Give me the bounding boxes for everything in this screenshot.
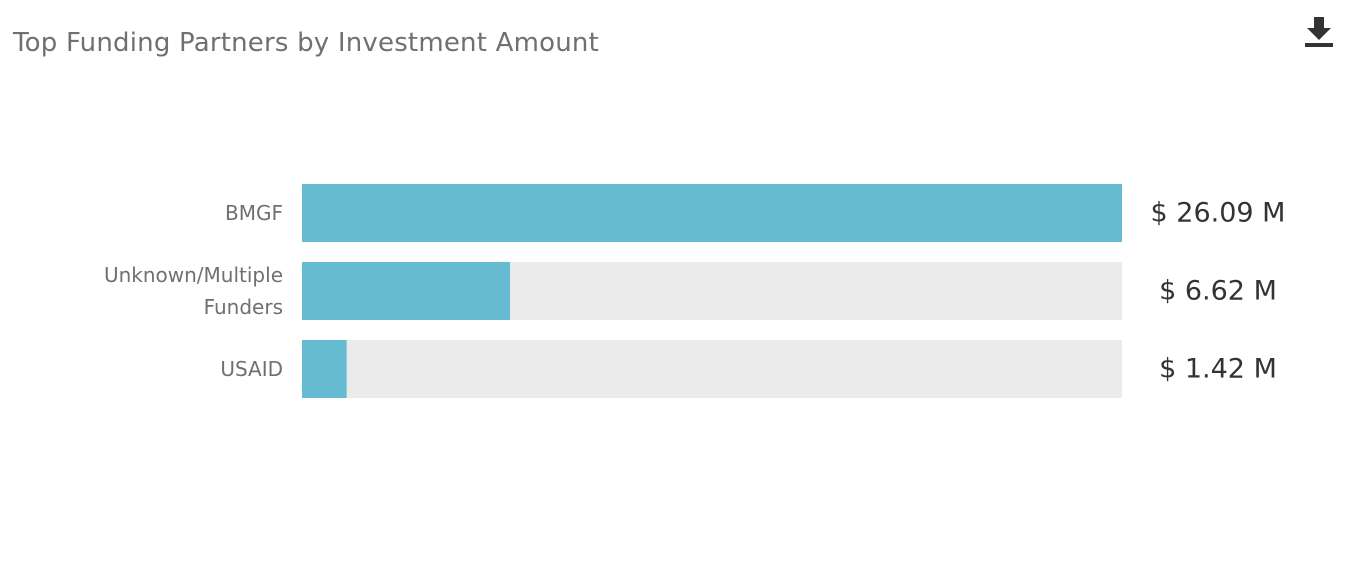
value-label: $ 1.42 M xyxy=(1159,354,1277,385)
category-label-line: Funders xyxy=(204,295,283,319)
bar-track xyxy=(302,340,1122,398)
download-icon xyxy=(1305,17,1333,47)
bar[interactable] xyxy=(302,262,511,320)
download-arrow xyxy=(1307,17,1331,40)
bar-row: USAID $ 1.42 M xyxy=(220,340,1277,398)
download-button[interactable] xyxy=(1302,14,1336,50)
bar[interactable] xyxy=(302,340,347,398)
bar-row: Unknown/Multiple Funders $ 6.62 M xyxy=(104,262,1277,320)
category-label-line: USAID xyxy=(220,357,283,381)
category-label: USAID xyxy=(220,357,283,381)
category-label-line: Unknown/Multiple xyxy=(104,263,283,287)
bar[interactable] xyxy=(302,184,1122,242)
value-label: $ 6.62 M xyxy=(1159,276,1277,307)
value-label: $ 26.09 M xyxy=(1151,198,1286,229)
download-baseline xyxy=(1305,43,1333,47)
category-label: BMGF xyxy=(225,201,283,225)
category-label: Unknown/Multiple Funders xyxy=(104,263,283,319)
chart-title: Top Funding Partners by Investment Amoun… xyxy=(13,28,599,58)
category-label-line: BMGF xyxy=(225,201,283,225)
bar-row: BMGF $ 26.09 M xyxy=(225,184,1285,242)
